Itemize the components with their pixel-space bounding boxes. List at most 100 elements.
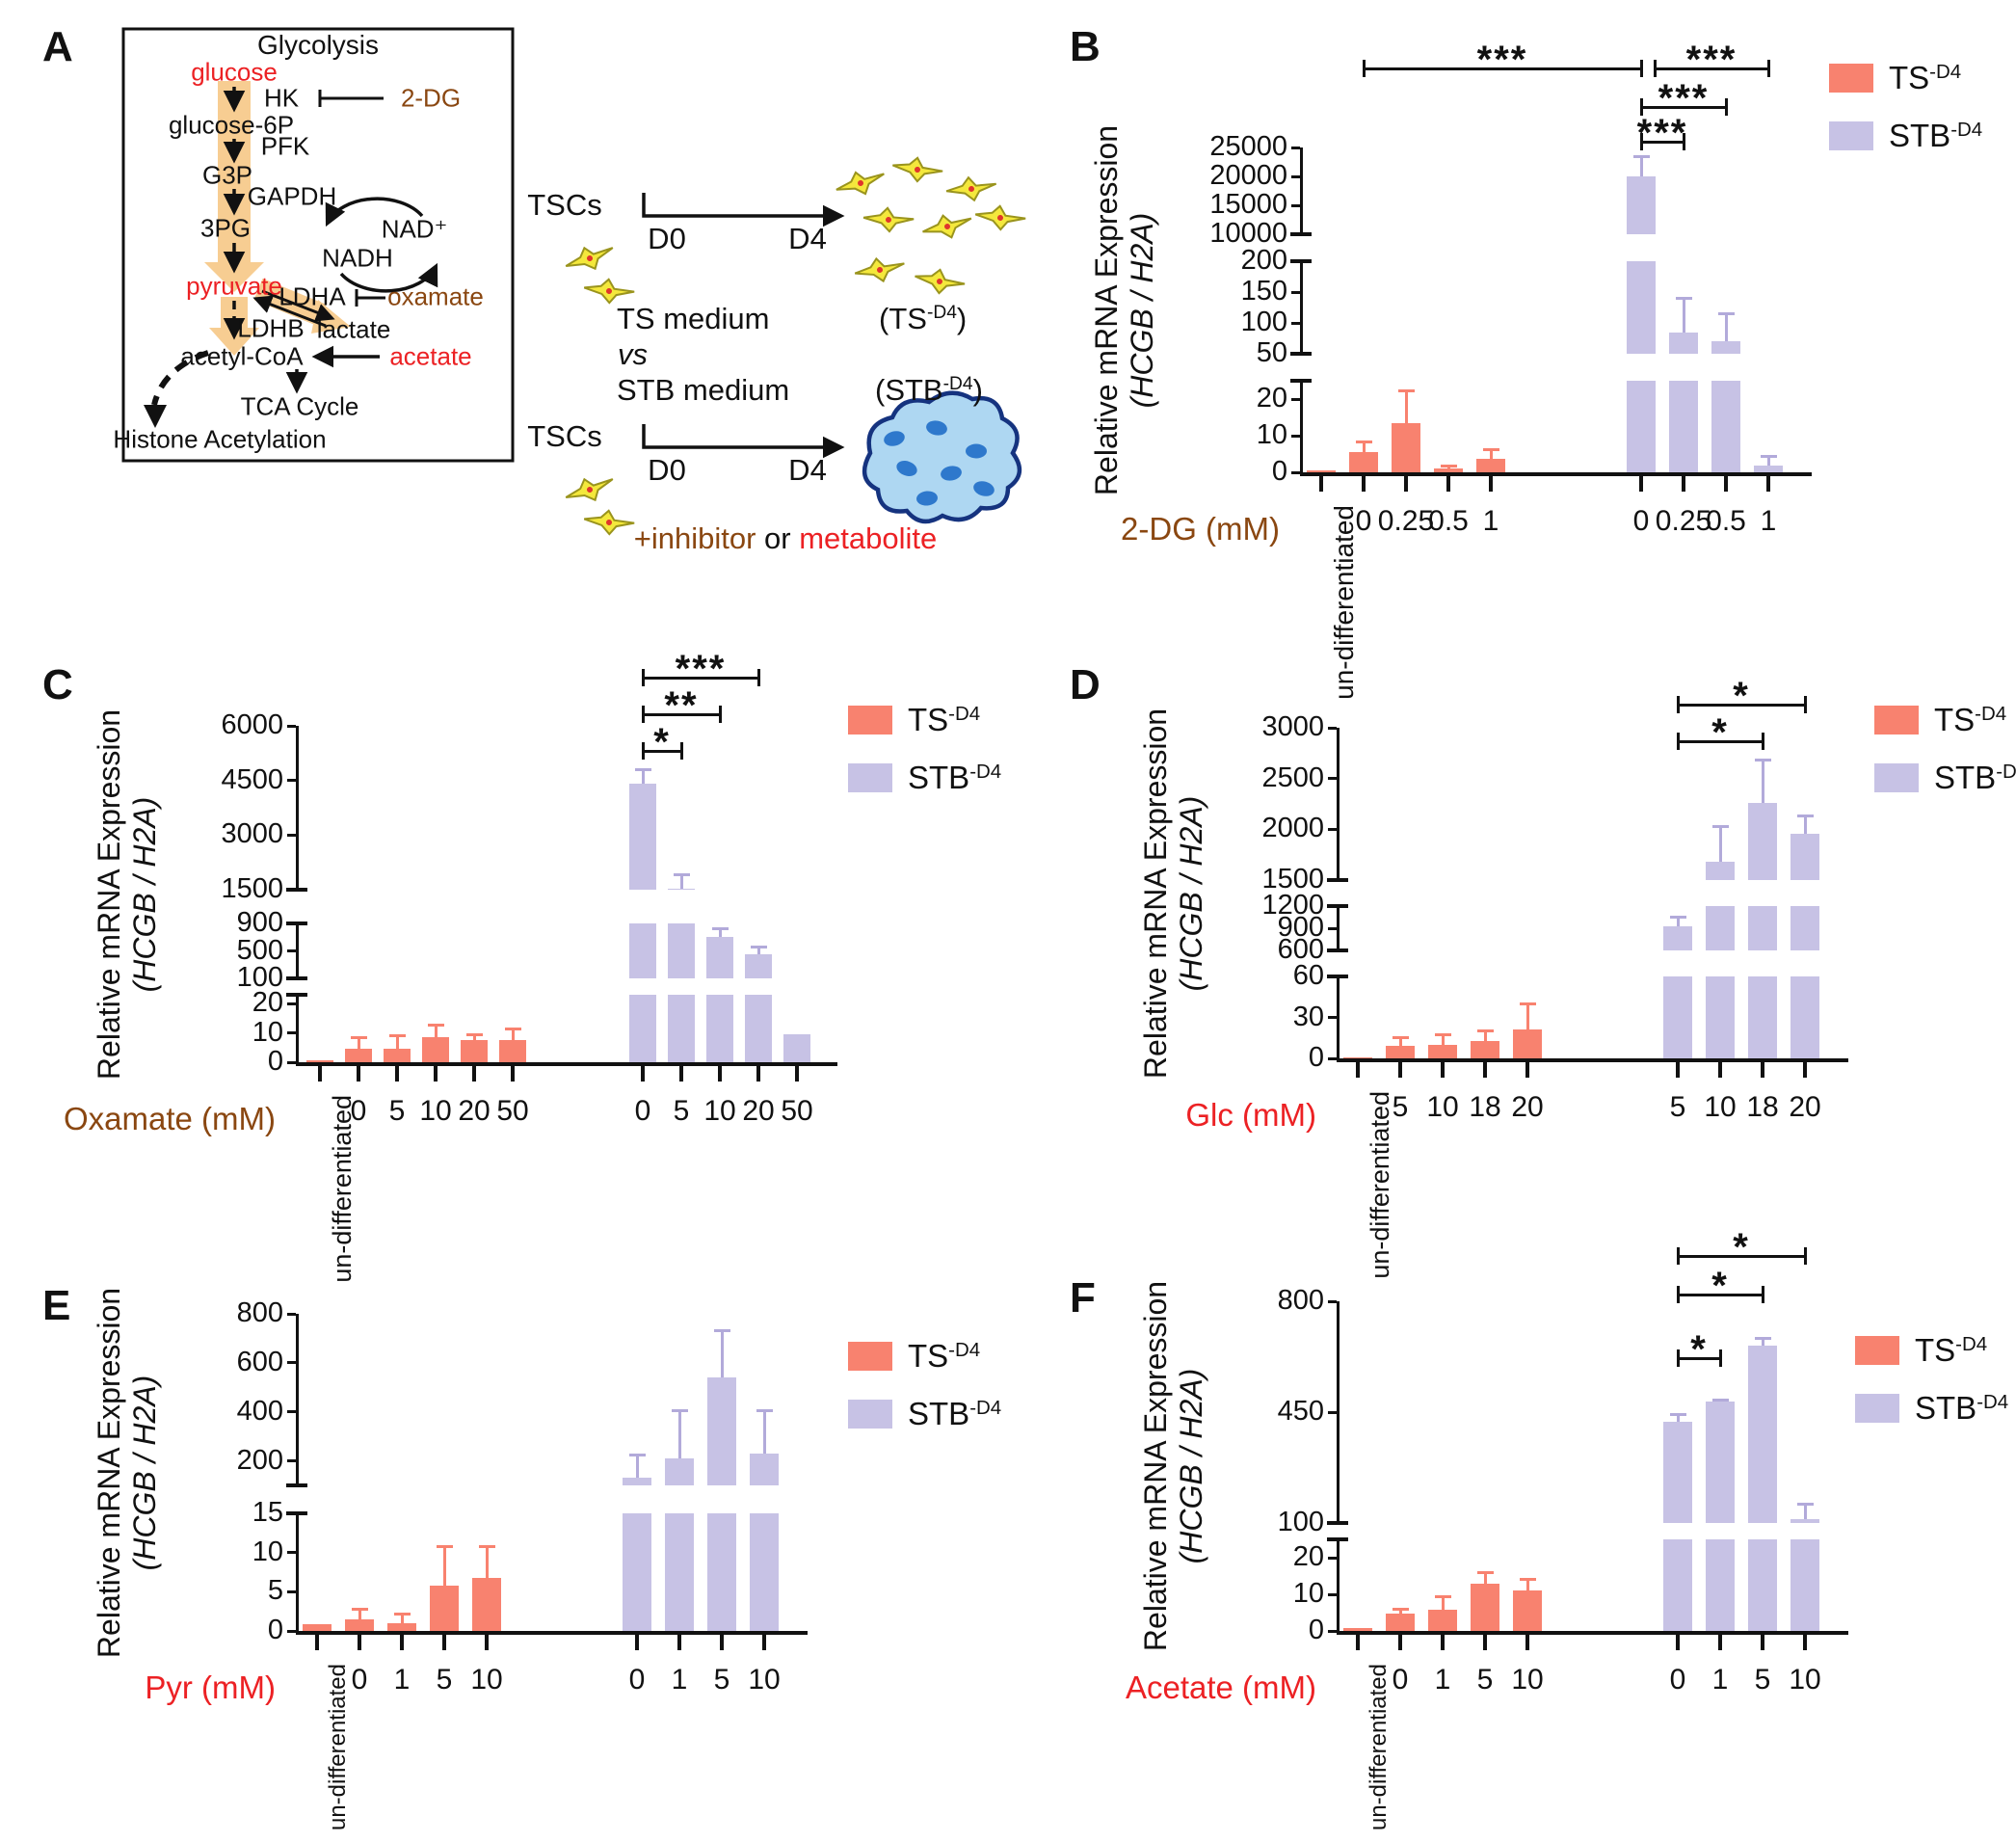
y-axis-segment	[1299, 147, 1303, 234]
bar-ts-1	[1428, 1609, 1457, 1631]
error-bar	[434, 1025, 438, 1038]
error-bar	[1441, 1034, 1445, 1045]
y-tick	[1291, 290, 1300, 294]
bar-stb-5	[1663, 926, 1692, 950]
y-tick-label: 3000	[221, 818, 283, 850]
inhibition-bars	[318, 90, 385, 307]
sig-bracket-line	[1678, 1294, 1763, 1296]
y-tick-label: 3000	[1261, 711, 1324, 742]
y-tick-label: 20000	[1209, 160, 1287, 191]
y-tick-label: 30	[1292, 1001, 1324, 1032]
axis-break-cap	[286, 976, 307, 980]
x-label: 1	[393, 1664, 411, 1696]
bar-stb-0	[623, 1478, 651, 1485]
error-bar	[358, 1609, 361, 1619]
panel-label-E: E	[42, 1282, 71, 1329]
sig-bracket-line	[1678, 1255, 1805, 1258]
bar-ts-un-differentiated	[306, 1060, 333, 1062]
x-axis-title-C: Oxamate (mM)	[63, 1101, 276, 1136]
x-tick	[1676, 1062, 1680, 1078]
x-label: 50	[781, 1095, 813, 1127]
bar-ts-0	[345, 1049, 372, 1062]
x-tick	[635, 1635, 639, 1650]
legend-label-ts: TS-D4	[1934, 702, 2007, 737]
sig-bracket-end	[1761, 1286, 1764, 1303]
error-bar-cap	[465, 1032, 483, 1036]
bar-stb-1	[1706, 1402, 1735, 1523]
panel-label-C: C	[42, 661, 73, 708]
y-tick-label: 0	[267, 1615, 283, 1645]
axis-break-cap	[286, 888, 307, 892]
error-bar-cap	[1440, 464, 1457, 467]
scheme-treatment-note: +inhibitor or metabolite	[633, 521, 938, 555]
error-bar	[1761, 760, 1764, 803]
legend-swatch-stb	[848, 1400, 892, 1429]
pathway-box	[121, 27, 515, 463]
sig-bracket-line	[643, 713, 720, 716]
x-tick	[1398, 1062, 1402, 1078]
x-axis-line	[295, 1631, 808, 1635]
legend-label-stb: STB-D4	[908, 760, 1002, 795]
y-axis-segment	[1336, 906, 1340, 950]
x-label: 0.25	[1377, 505, 1435, 537]
x-tick	[679, 1066, 683, 1082]
y-axis-label-B: Relative mRNA Expression (HCGB / H2A)	[1089, 124, 1159, 496]
x-label: 5	[1476, 1664, 1494, 1696]
error-bar	[442, 1546, 446, 1586]
bar-stb-10	[1706, 976, 1735, 1058]
y-tick-label: 15000	[1209, 189, 1287, 220]
error-bar	[1803, 815, 1807, 834]
x-label: 20	[1511, 1091, 1544, 1123]
bar-stb-5	[707, 1377, 736, 1485]
error-bar	[395, 1035, 399, 1050]
error-bar-cap	[1355, 440, 1372, 443]
scheme-stb-d4-result: (STB-D4)	[875, 373, 983, 407]
y-tick	[287, 1589, 296, 1593]
error-bar-cap	[1482, 447, 1499, 451]
y-tick-label: 450	[1277, 1396, 1324, 1427]
legend-label-ts: TS-D4	[908, 702, 981, 737]
legend-swatch-ts	[1855, 1336, 1899, 1365]
bar-stb-10	[1706, 906, 1735, 950]
axis-break-cap	[1290, 352, 1312, 356]
bar-stb-5	[668, 889, 695, 890]
x-label: 10	[748, 1664, 781, 1696]
legend-swatch-stb	[848, 763, 892, 792]
x-label: 10	[703, 1095, 736, 1127]
y-tick-label: 1200	[1261, 890, 1324, 921]
enzyme-hk: HK	[263, 83, 300, 113]
scheme-ts-d4-result: (TS-D4)	[879, 302, 968, 335]
bar-ts-un-differentiated	[1343, 1628, 1372, 1631]
y-tick-label: 100	[236, 962, 283, 993]
bar-stb-0	[629, 923, 656, 978]
error-bar	[485, 1546, 489, 1578]
y-axis-segment	[1336, 1301, 1340, 1523]
y-tick	[287, 1459, 296, 1463]
error-bar	[1441, 1596, 1445, 1610]
y-axis-label-C: Relative mRNA Expression (HCGB / H2A)	[92, 708, 162, 1081]
sig-bracket-line	[1641, 141, 1684, 144]
x-tick	[1441, 1062, 1445, 1078]
sig-stars: ***	[675, 648, 727, 690]
x-tick	[358, 1635, 361, 1650]
bar-stb-10	[1706, 862, 1735, 880]
error-bar-cap	[504, 1027, 521, 1030]
metabolite-acetate: acetate	[389, 341, 472, 371]
x-axis-line	[1299, 472, 1812, 476]
sig-stars: *	[653, 721, 671, 763]
axis-break-cap	[286, 993, 307, 997]
bar-stb-10	[1791, 1539, 1819, 1631]
scheme-stb-medium: STB medium	[617, 373, 790, 407]
y-tick-label: 400	[236, 1395, 283, 1427]
bar-stb-20	[1791, 906, 1819, 950]
bar-stb-0	[629, 784, 656, 890]
y-tick-label: 800	[236, 1297, 283, 1328]
y-tick	[287, 724, 296, 728]
y-tick	[1328, 1016, 1337, 1019]
scheme-ts-medium: TS medium	[617, 302, 770, 335]
x-tick	[1356, 1062, 1360, 1078]
sig-bracket-end	[1718, 1349, 1722, 1367]
error-bar-cap	[351, 1607, 368, 1611]
error-bar	[1483, 1030, 1487, 1041]
error-bar	[720, 1330, 724, 1378]
